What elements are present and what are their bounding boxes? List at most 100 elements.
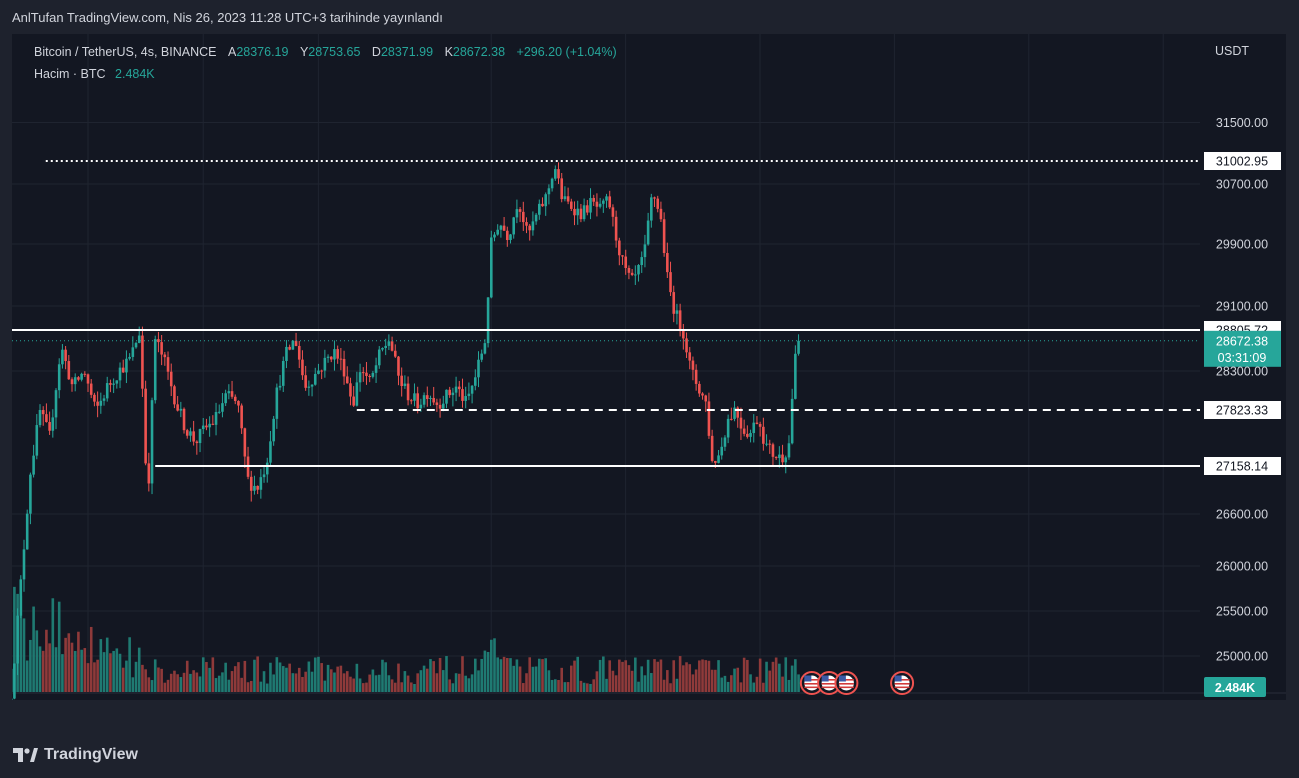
candle-body bbox=[630, 272, 634, 275]
volume-bar bbox=[570, 665, 573, 692]
candle-body bbox=[554, 169, 557, 179]
volume-bar bbox=[393, 682, 397, 692]
volume-bar bbox=[403, 671, 407, 692]
volume-bar bbox=[406, 675, 410, 692]
volume-bar bbox=[512, 665, 516, 692]
candle-body bbox=[422, 395, 426, 405]
candle-body bbox=[377, 349, 381, 366]
candle-body bbox=[32, 455, 35, 475]
flag-stripe bbox=[821, 686, 837, 689]
candle-body bbox=[259, 477, 263, 490]
volume-bar bbox=[736, 667, 740, 692]
candle-body bbox=[182, 408, 186, 431]
candle-body bbox=[70, 379, 74, 385]
y-axis-tick-label: 26000.00 bbox=[1216, 560, 1268, 574]
volume-bar bbox=[666, 670, 669, 692]
volume-bar bbox=[765, 661, 768, 692]
candle-body bbox=[141, 335, 144, 389]
volume-bar bbox=[554, 679, 557, 692]
volume-bar bbox=[189, 673, 192, 692]
volume-bar bbox=[707, 660, 711, 692]
candle-body bbox=[51, 417, 55, 431]
candle-body bbox=[614, 216, 618, 241]
chart-area[interactable]: 31002.95 28805.72 27823.33 27158.14 28672.38… bbox=[12, 34, 1286, 700]
volume-bar bbox=[134, 661, 138, 692]
volume-label[interactable]: Hacim · BTC bbox=[34, 67, 106, 81]
candle-body bbox=[137, 335, 141, 343]
candle-body bbox=[557, 169, 560, 179]
candle-body bbox=[493, 234, 496, 238]
candle-body bbox=[662, 219, 666, 253]
volume-bar bbox=[787, 679, 791, 692]
volume-bar bbox=[605, 678, 608, 692]
candle-body bbox=[656, 198, 660, 209]
flag-canton bbox=[804, 675, 812, 682]
price-chart[interactable]: 31002.9528805.7227823.3327158.1428672.38… bbox=[12, 34, 1286, 700]
flag-stripe bbox=[804, 686, 820, 689]
volume-bar bbox=[688, 664, 692, 692]
candle-body bbox=[265, 462, 269, 475]
candle-body bbox=[467, 393, 471, 397]
symbol-label[interactable]: Bitcoin / TetherUS, 4s, BINANCE bbox=[34, 45, 217, 59]
volume-bar bbox=[454, 673, 458, 692]
volume-bar bbox=[166, 679, 170, 692]
candle-body bbox=[694, 369, 698, 384]
candle-body bbox=[768, 443, 772, 445]
candle-body bbox=[438, 404, 442, 409]
volume-bar bbox=[621, 661, 624, 692]
volume-bar bbox=[656, 661, 660, 692]
volume-bar bbox=[345, 671, 349, 692]
high-value: 28753.65 bbox=[308, 45, 361, 59]
volume-bar bbox=[64, 637, 67, 692]
candle-body bbox=[29, 474, 32, 514]
volume-bar bbox=[611, 670, 615, 692]
y-axis-tick-label: 29900.00 bbox=[1216, 238, 1268, 252]
volume-bar bbox=[304, 671, 307, 692]
candle-body bbox=[64, 349, 67, 362]
volume-bar bbox=[457, 673, 461, 692]
candle-body bbox=[755, 422, 759, 424]
candle-body bbox=[726, 418, 730, 438]
volume-bar bbox=[275, 657, 279, 692]
volume-bar bbox=[464, 675, 467, 692]
candle-body bbox=[682, 328, 685, 339]
candle-body bbox=[272, 418, 275, 442]
volume-bar bbox=[630, 670, 634, 692]
volume-bar bbox=[730, 675, 733, 692]
candle-body bbox=[134, 342, 138, 348]
volume-bar bbox=[634, 657, 637, 692]
volume-bar bbox=[61, 654, 64, 692]
candle-body bbox=[640, 257, 644, 266]
candle-body bbox=[621, 255, 624, 257]
candle-body bbox=[512, 217, 516, 235]
candle-body bbox=[99, 400, 103, 406]
candle-body bbox=[477, 359, 480, 378]
candle-body bbox=[342, 358, 346, 377]
volume-bar bbox=[22, 618, 26, 692]
volume-bar bbox=[522, 683, 525, 692]
volume-bar bbox=[214, 678, 218, 692]
candle-body bbox=[538, 203, 541, 215]
volume-bar bbox=[710, 669, 714, 692]
candle-body bbox=[301, 359, 304, 376]
candle-body bbox=[643, 244, 647, 258]
volume-bar bbox=[669, 683, 672, 692]
candle-body bbox=[541, 203, 544, 207]
last-price-tag bbox=[1204, 330, 1281, 367]
candle-body bbox=[80, 373, 83, 380]
candle-body bbox=[179, 408, 183, 411]
volume-bar bbox=[333, 672, 336, 692]
tradingview-logo[interactable]: TradingView bbox=[12, 746, 138, 764]
volume-bar bbox=[592, 679, 596, 692]
volume-bar bbox=[227, 679, 231, 692]
candle-body bbox=[400, 375, 403, 387]
volume-bar bbox=[397, 663, 400, 692]
volume-bar bbox=[390, 679, 394, 692]
candle-body bbox=[390, 341, 394, 351]
volume-bar bbox=[781, 676, 784, 692]
candle-body bbox=[262, 474, 266, 478]
candle-body bbox=[698, 383, 701, 394]
candle-body bbox=[326, 356, 330, 358]
candle-body bbox=[544, 194, 548, 207]
volume-bar bbox=[323, 680, 327, 692]
